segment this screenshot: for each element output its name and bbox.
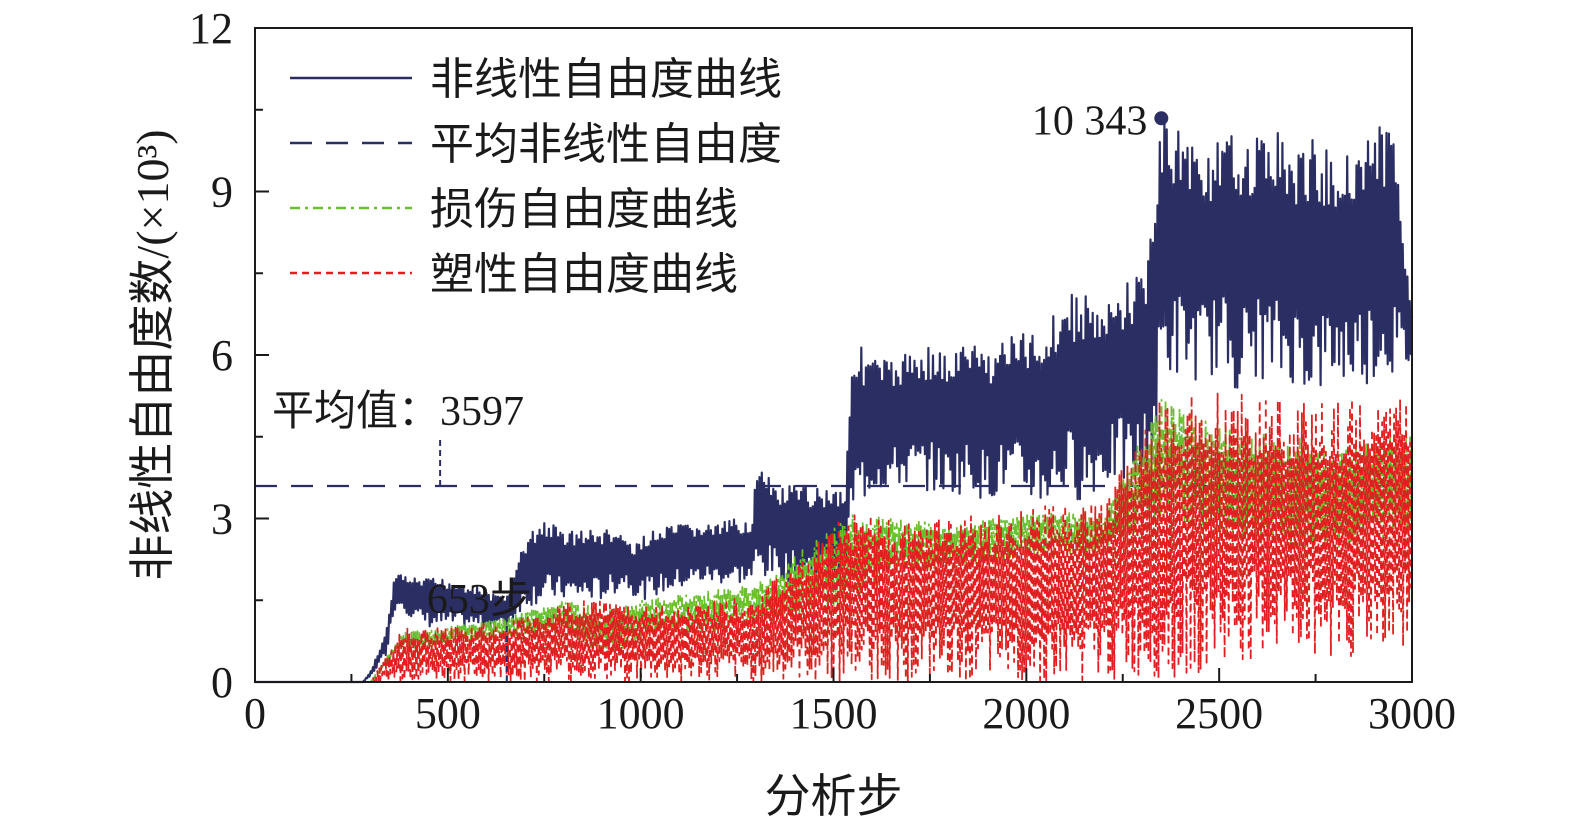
y-tick-label: 3 (211, 495, 233, 544)
peak-value-label: 10 343 (1032, 98, 1148, 144)
y-tick-label: 9 (211, 168, 233, 217)
axes: 0 500 1000 1500 2000 2500 3000 0 3 6 9 12 (189, 4, 1456, 738)
plot-area (255, 120, 1414, 684)
legend-label-damage-dof-curve: 损伤自由度曲线 (430, 185, 738, 234)
nonlinear-dof-curve (255, 120, 1414, 684)
x-tick-label: 0 (244, 689, 266, 738)
x-tick-label: 500 (415, 689, 481, 738)
plastic-dof-curve (255, 392, 1413, 683)
step-653-label: 653步 (427, 577, 532, 623)
peak-marker (1154, 111, 1169, 126)
x-tick-label: 2500 (1175, 689, 1263, 738)
x-tick-label: 1500 (790, 689, 878, 738)
legend-label-nonlinear-dof-curve: 非线性自由度曲线 (430, 55, 782, 104)
y-axis-title: 非线性自由度数/(×10³) (127, 129, 178, 580)
annotations: 10 343 平均值：3597 653步 (272, 98, 1169, 682)
y-tick-label: 0 (211, 658, 233, 707)
y-tick-label: 6 (211, 331, 233, 380)
x-tick-label: 2000 (982, 689, 1070, 738)
legend-label-average-nonlinear-dof-line: 平均非线性自由度 (430, 120, 782, 169)
x-tick-label: 3000 (1368, 689, 1456, 738)
x-tick-label: 1000 (597, 689, 685, 738)
legend-label-plastic-dof-curve: 塑性自由度曲线 (430, 250, 738, 299)
x-axis-title: 分析步 (765, 771, 903, 822)
average-value-label: 平均值：3597 (272, 389, 524, 435)
y-tick-label: 12 (189, 4, 233, 53)
